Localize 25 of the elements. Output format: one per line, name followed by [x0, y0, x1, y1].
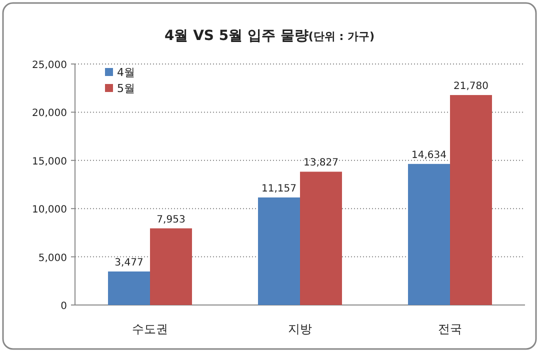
- legend-label: 4월: [117, 66, 135, 79]
- data-label: 13,827: [304, 158, 338, 169]
- bar: [108, 271, 150, 305]
- y-tick-label: 20,000: [32, 108, 67, 120]
- bar: [258, 197, 300, 305]
- bar: [450, 95, 492, 305]
- data-label: 21,780: [454, 81, 488, 92]
- bar: [150, 228, 192, 305]
- y-tick-label: 10,000: [32, 204, 67, 216]
- x-tick-label: 전국: [438, 322, 462, 336]
- y-tick-label: 15,000: [32, 156, 67, 168]
- legend-label: 5월: [117, 82, 135, 95]
- y-tick-label: 5,000: [38, 252, 67, 264]
- chart-subtitle: (단위 : 가구): [308, 30, 375, 43]
- data-label: 7,953: [156, 214, 186, 226]
- y-tick-label: 25,000: [32, 60, 67, 71]
- x-tick-label: 지방: [288, 322, 312, 336]
- bar: [300, 172, 342, 305]
- y-tick-label: 0: [60, 301, 67, 312]
- data-label: 11,157: [262, 183, 296, 194]
- data-label: 14,634: [412, 150, 446, 161]
- chart-title: 4월 VS 5월 입주 물량: [164, 28, 308, 44]
- bar: [408, 164, 450, 305]
- x-tick-label: 수도권: [132, 322, 168, 336]
- data-label: 3,477: [114, 257, 144, 268]
